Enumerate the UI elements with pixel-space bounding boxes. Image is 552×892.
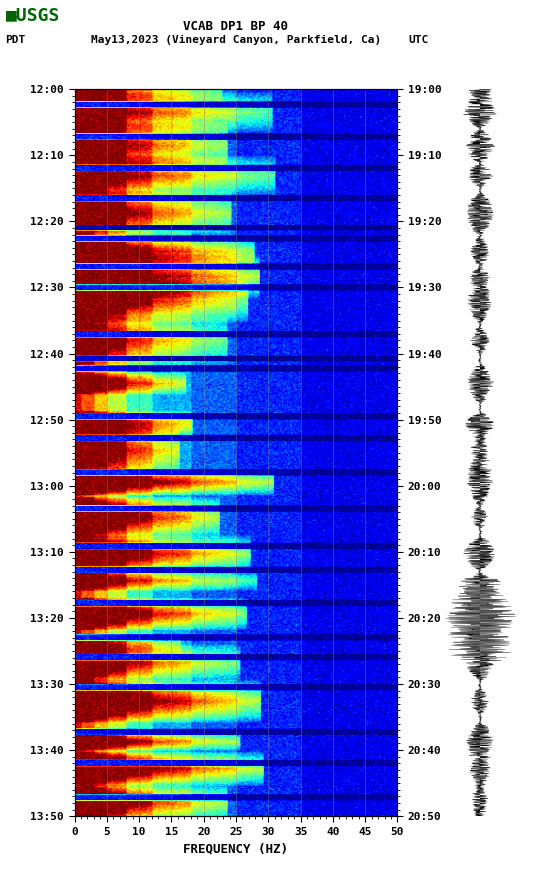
Text: May13,2023 (Vineyard Canyon, Parkfield, Ca): May13,2023 (Vineyard Canyon, Parkfield, … bbox=[91, 35, 381, 45]
Text: VCAB DP1 BP 40: VCAB DP1 BP 40 bbox=[183, 20, 289, 33]
Text: ■USGS: ■USGS bbox=[6, 6, 60, 24]
X-axis label: FREQUENCY (HZ): FREQUENCY (HZ) bbox=[183, 842, 289, 855]
Text: PDT: PDT bbox=[6, 35, 26, 45]
Text: UTC: UTC bbox=[408, 35, 429, 45]
